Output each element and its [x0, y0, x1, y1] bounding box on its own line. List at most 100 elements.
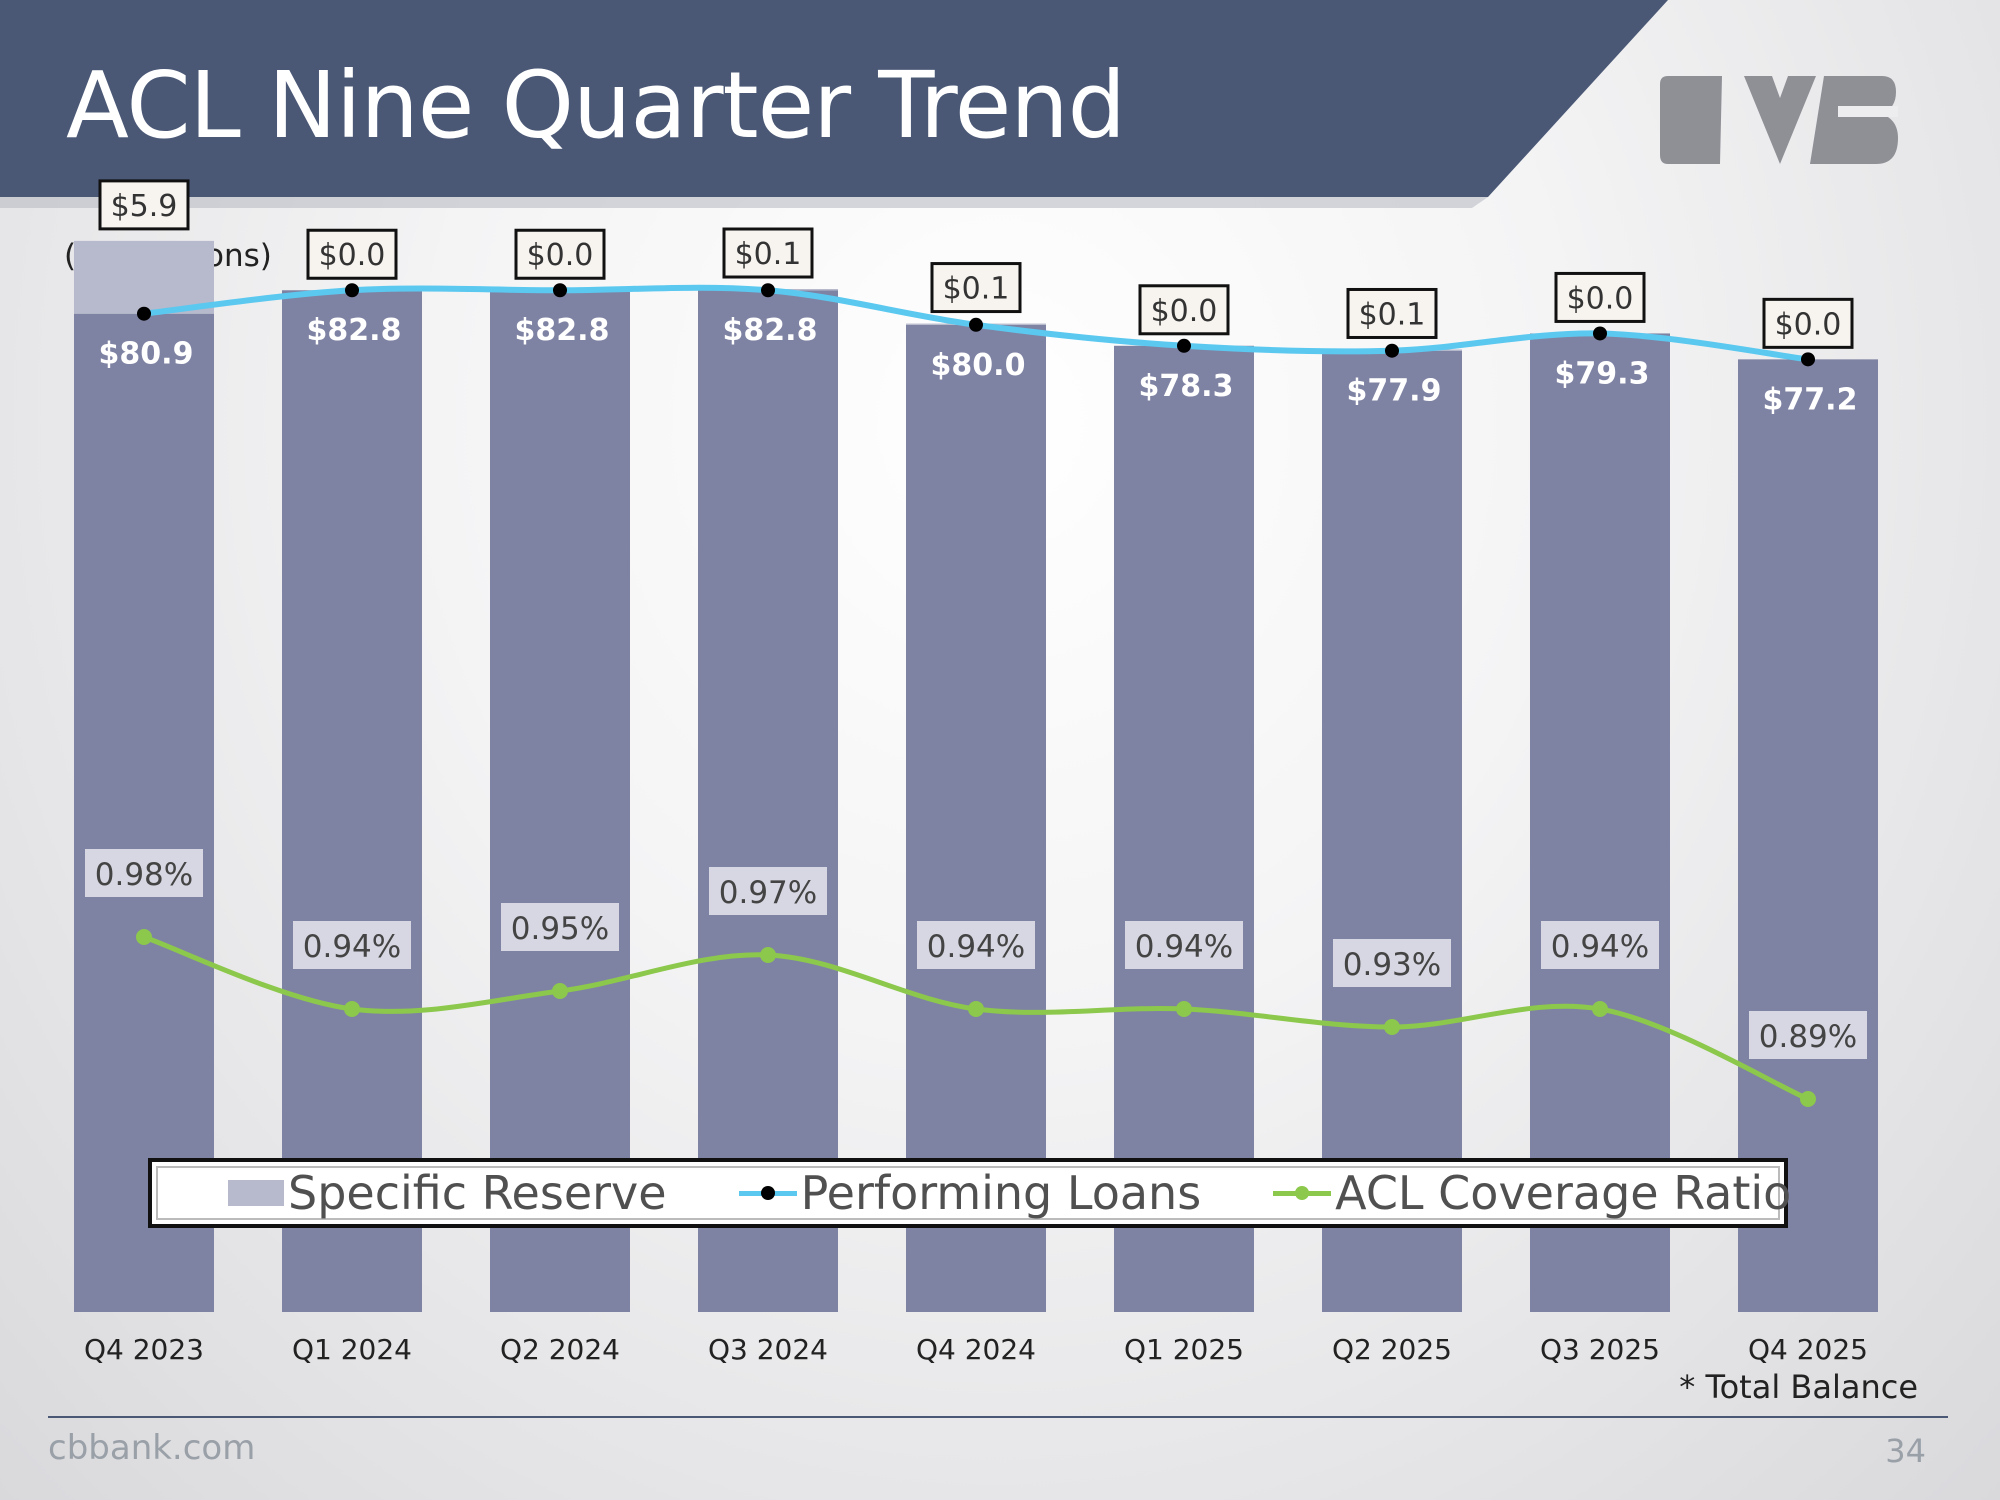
specific-reserve-label-5: $0.0: [1151, 294, 1218, 329]
acl-ratio-point-0: [136, 929, 152, 945]
bar-performing-loans-6: [1322, 350, 1462, 1312]
specific-reserve-label-7: $0.0: [1567, 281, 1634, 316]
acl-ratio-label-2: 0.95%: [511, 911, 609, 947]
acl-ratio-point-1: [344, 1001, 360, 1017]
performing-loans-label-3: $82.8: [723, 313, 818, 348]
specific-reserve-label-box-0: [98, 179, 190, 231]
acl-ratio-label-5: 0.94%: [1135, 929, 1233, 965]
footer-url: cbbank.com: [48, 1428, 256, 1468]
specific-reserve-label-box-1: [306, 228, 398, 280]
legend-performing-loans: Performing Loans: [738, 1166, 1202, 1220]
acl-ratio-label-box-1: [293, 921, 411, 969]
performing-loans-point-6: [1385, 343, 1399, 358]
performing-loans-label-6: $77.9: [1347, 374, 1442, 409]
x-tick-label-6: Q2 2025: [1332, 1333, 1452, 1366]
legend-specific-reserve: Specific Reserve: [228, 1166, 667, 1220]
bar-performing-loans-3: [698, 290, 838, 1312]
performing-loans-point-8: [1801, 352, 1815, 367]
acl-ratio-label-0: 0.98%: [95, 857, 193, 893]
bar-specific-reserve-0: [74, 240, 214, 314]
performing-loans-point-3: [761, 283, 775, 298]
performing-loans-point-2: [553, 283, 567, 298]
specific-reserve-label-box-3: [722, 227, 814, 279]
footer-divider: [48, 1416, 1948, 1418]
specific-reserve-label-box-6: [1346, 287, 1438, 339]
x-tick-label-7: Q3 2025: [1540, 1333, 1660, 1366]
specific-reserve-label-box-8: [1762, 297, 1854, 349]
performing-loans-label-8: $77.2: [1763, 382, 1858, 417]
bar-performing-loans-4: [906, 324, 1046, 1312]
performing-loans-point-4: [969, 317, 983, 332]
acl-ratio-point-8: [1800, 1091, 1816, 1107]
legend-specific-swatch: [228, 1180, 284, 1206]
specific-reserve-label-1: $0.0: [319, 238, 386, 273]
legend-ratio-label: ACL Coverage Ratio: [1335, 1166, 1792, 1220]
acl-ratio-point-7: [1592, 1001, 1608, 1017]
acl-ratio-label-box-2: [501, 903, 619, 951]
performing-loans-label-4: $80.0: [931, 348, 1026, 383]
performing-loans-label-7: $79.3: [1555, 356, 1650, 391]
header-banner: [0, 0, 1668, 208]
bar-performing-loans-2: [490, 290, 630, 1312]
total-balance-footnote: * Total Balance: [1679, 1368, 1918, 1406]
acl-ratio-label-1: 0.94%: [303, 929, 401, 965]
acl-ratio-label-6: 0.93%: [1343, 947, 1441, 983]
acl-ratio-label-4: 0.94%: [927, 929, 1025, 965]
bank-logo: [1660, 76, 1898, 164]
acl-ratio-point-6: [1384, 1019, 1400, 1035]
performing-loans-point-5: [1177, 338, 1191, 353]
x-tick-label-5: Q1 2025: [1124, 1333, 1244, 1366]
acl-ratio-label-box-4: [917, 921, 1035, 969]
legend-acl-coverage-ratio: ACL Coverage Ratio: [1273, 1166, 1791, 1220]
performing-loans-label-2: $82.8: [515, 313, 610, 348]
performing-loans-label-5: $78.3: [1139, 369, 1234, 404]
x-tick-label-4: Q4 2024: [916, 1333, 1036, 1366]
specific-reserve-label-box-7: [1554, 271, 1646, 323]
acl-ratio-label-box-0: [85, 849, 203, 897]
specific-reserve-label-4: $0.1: [943, 272, 1010, 307]
bar-performing-loans-0: [74, 313, 214, 1313]
chart-legend: Specific Reserve Performing Loans ACL Co…: [148, 1158, 1791, 1228]
bar-performing-loans-5: [1114, 345, 1254, 1312]
specific-reserve-label-2: $0.0: [527, 238, 594, 273]
x-tick-label-8: Q4 2025: [1748, 1333, 1868, 1366]
acl-ratio-label-7: 0.94%: [1551, 929, 1649, 965]
acl-ratio-point-3: [760, 947, 776, 963]
performing-loans-point-1: [345, 283, 359, 298]
acl-ratio-label-box-5: [1125, 921, 1243, 969]
specific-reserve-label-6: $0.1: [1359, 297, 1426, 332]
legend-specific-label: Specific Reserve: [288, 1166, 667, 1220]
x-tick-label-1: Q1 2024: [292, 1333, 412, 1366]
acl-ratio-label-box-8: [1749, 1011, 1867, 1059]
page-number: 34: [1885, 1432, 1926, 1470]
bar-performing-loans-7: [1530, 333, 1670, 1312]
acl-ratio-label-8: 0.89%: [1759, 1019, 1857, 1055]
specific-reserve-label-box-2: [514, 228, 606, 280]
acl-ratio-label-box-3: [709, 867, 827, 915]
legend-performing-label: Performing Loans: [800, 1166, 1202, 1220]
specific-reserve-label-8: $0.0: [1775, 307, 1842, 342]
acl-ratio-point-2: [552, 983, 568, 999]
acl-ratio-point-4: [968, 1001, 984, 1017]
performing-loans-point-0: [137, 306, 151, 321]
x-tick-label-0: Q4 2023: [84, 1333, 204, 1366]
acl-ratio-point-5: [1176, 1001, 1192, 1017]
acl-ratio-label-box-7: [1541, 921, 1659, 969]
x-tick-label-2: Q2 2024: [500, 1333, 620, 1366]
specific-reserve-label-3: $0.1: [735, 237, 802, 272]
specific-reserve-label-box-4: [930, 262, 1022, 314]
performing-loans-point-7: [1593, 326, 1607, 341]
page-title: ACL Nine Quarter Trend: [66, 52, 1126, 159]
performing-loans-label-0: $80.9: [99, 337, 194, 372]
bar-performing-loans-1: [282, 290, 422, 1312]
legend-performing-swatch: [738, 1178, 797, 1208]
acl-ratio-label-3: 0.97%: [719, 875, 817, 911]
specific-reserve-label-box-5: [1138, 284, 1230, 336]
specific-reserve-label-0: $5.9: [111, 189, 178, 224]
performing-loans-label-1: $82.8: [307, 313, 402, 348]
bar-performing-loans-8: [1738, 359, 1878, 1312]
legend-ratio-swatch: [1273, 1178, 1332, 1208]
acl-ratio-label-box-6: [1333, 939, 1451, 987]
x-tick-label-3: Q3 2024: [708, 1333, 828, 1366]
